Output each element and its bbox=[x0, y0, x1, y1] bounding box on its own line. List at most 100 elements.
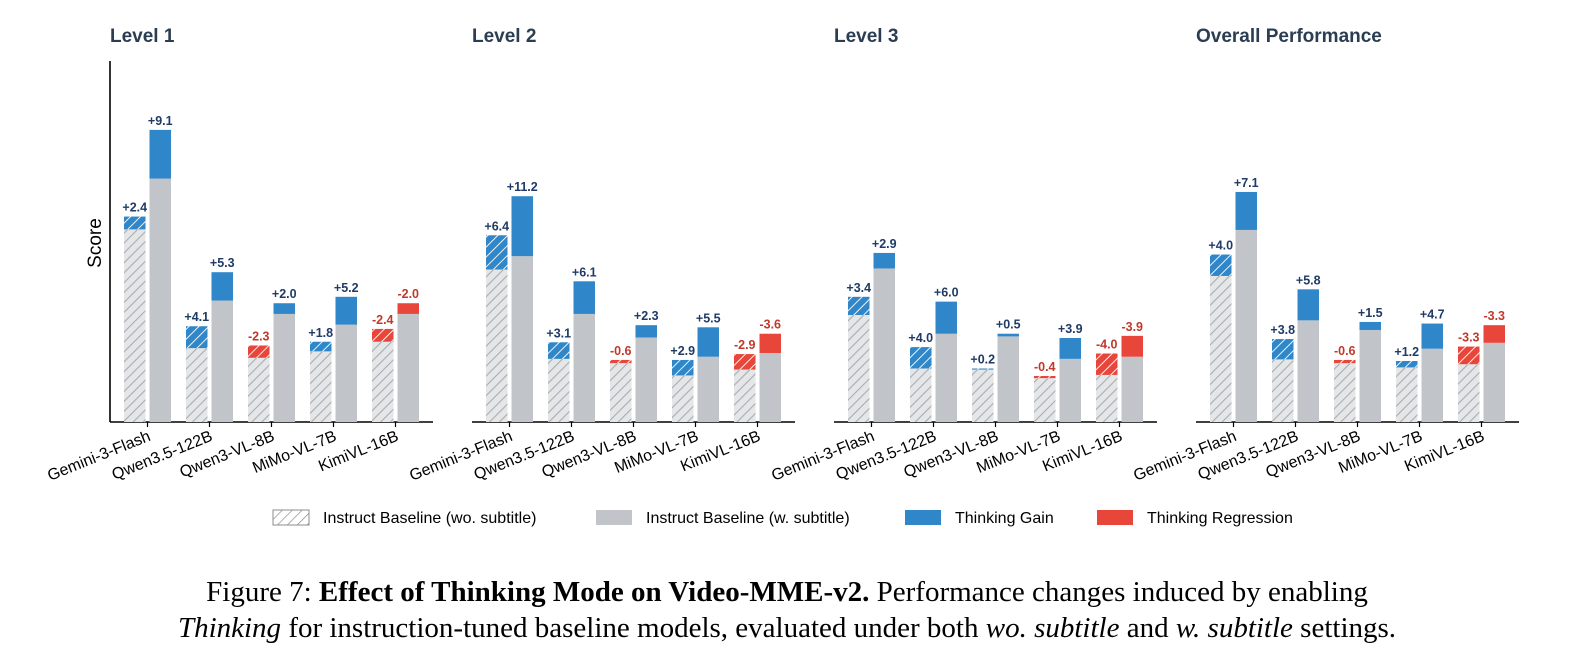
bar-gain-wo-qwen3-5-122b bbox=[910, 347, 932, 369]
bar-regression-wo-kimivl-16b bbox=[1458, 346, 1480, 365]
bar-gain-w-gemini-3-flash bbox=[511, 196, 533, 257]
caption-text-3: and bbox=[1119, 612, 1176, 644]
legend-swatch-baseline-wo bbox=[272, 509, 310, 526]
bar-baseline-wo-gemini-3-flash bbox=[1210, 275, 1232, 422]
bar-baseline-wo-gemini-3-flash bbox=[848, 315, 870, 422]
bar-regression-wo-kimivl-16b bbox=[1096, 353, 1118, 375]
bar-regression-wo-kimivl-16b bbox=[372, 328, 394, 342]
bar-baseline-wo-qwen3-5-122b bbox=[186, 348, 208, 422]
bar-baseline-w-mimo-vl-7b bbox=[1421, 348, 1443, 422]
bar-baseline-w-kimivl-16b bbox=[1483, 342, 1505, 422]
delta-label-w-mimo-vl-7b: +5.2 bbox=[334, 281, 359, 295]
bar-gain-w-gemini-3-flash bbox=[149, 129, 171, 179]
delta-label-wo-gemini-3-flash: +3.4 bbox=[846, 281, 871, 295]
bar-baseline-w-qwen3-vl-8b bbox=[997, 336, 1019, 422]
bar-gain-wo-mimo-vl-7b bbox=[1396, 361, 1418, 368]
delta-label-wo-gemini-3-flash: +4.0 bbox=[1208, 239, 1233, 253]
bar-baseline-wo-kimivl-16b bbox=[734, 369, 756, 422]
panel-title: Level 2 bbox=[472, 26, 536, 47]
delta-label-wo-kimivl-16b: -2.9 bbox=[734, 338, 756, 352]
bar-regression-wo-mimo-vl-7b bbox=[1034, 375, 1056, 379]
delta-label-w-gemini-3-flash: +7.1 bbox=[1234, 176, 1259, 190]
delta-label-wo-mimo-vl-7b: +1.8 bbox=[308, 326, 333, 340]
delta-label-wo-qwen3-vl-8b: -0.6 bbox=[610, 344, 632, 358]
bar-gain-w-qwen3-vl-8b bbox=[1359, 321, 1381, 330]
legend-label-gain: Thinking Gain bbox=[955, 510, 1054, 527]
bar-gain-w-mimo-vl-7b bbox=[1059, 338, 1081, 359]
panel-title: Overall Performance bbox=[1196, 26, 1382, 47]
bar-gain-w-qwen3-5-122b bbox=[573, 281, 595, 314]
delta-label-wo-qwen3-5-122b: +3.1 bbox=[546, 326, 571, 340]
legend-item-regression: Thinking Regression bbox=[1097, 510, 1293, 527]
delta-label-wo-gemini-3-flash: +6.4 bbox=[484, 219, 509, 233]
bar-baseline-wo-mimo-vl-7b bbox=[1034, 378, 1056, 422]
bar-baseline-w-gemini-3-flash bbox=[149, 178, 171, 422]
delta-label-wo-kimivl-16b: -3.3 bbox=[1458, 331, 1480, 345]
bar-baseline-w-qwen3-5-122b bbox=[573, 313, 595, 422]
bar-baseline-w-qwen3-vl-8b bbox=[273, 313, 295, 422]
delta-label-wo-mimo-vl-7b: +1.2 bbox=[1394, 345, 1419, 359]
delta-label-wo-gemini-3-flash: +2.4 bbox=[122, 201, 147, 215]
bar-baseline-wo-qwen3-5-122b bbox=[910, 368, 932, 422]
bar-baseline-wo-qwen3-5-122b bbox=[1272, 359, 1294, 422]
bar-baseline-w-qwen3-5-122b bbox=[211, 300, 233, 422]
bar-baseline-wo-qwen3-vl-8b bbox=[972, 369, 994, 422]
bar-gain-wo-gemini-3-flash bbox=[1210, 254, 1232, 276]
bar-gain-w-qwen3-5-122b bbox=[935, 301, 957, 334]
delta-label-w-kimivl-16b: -2.0 bbox=[397, 287, 419, 301]
delta-label-w-gemini-3-flash: +11.2 bbox=[507, 180, 538, 194]
delta-label-wo-qwen3-5-122b: +4.1 bbox=[184, 310, 209, 324]
bar-baseline-w-mimo-vl-7b bbox=[1059, 358, 1081, 422]
bar-baseline-w-gemini-3-flash bbox=[511, 256, 533, 422]
caption-prefix: Figure 7: bbox=[206, 576, 319, 608]
bar-baseline-wo-kimivl-16b bbox=[1458, 364, 1480, 422]
figure-caption: Figure 7: Effect of Thinking Mode on Vid… bbox=[0, 574, 1574, 646]
bar-baseline-w-kimivl-16b bbox=[759, 352, 781, 422]
chart: Level 1+2.4+9.1Gemini-3-Flash+4.1+5.3Qwe… bbox=[45, 26, 1519, 527]
delta-label-w-kimivl-16b: -3.9 bbox=[1121, 320, 1143, 334]
bar-baseline-wo-qwen3-vl-8b bbox=[248, 357, 270, 422]
caption-text-4: settings. bbox=[1292, 612, 1397, 644]
legend-item-baseline-wo: Instruct Baseline (wo. subtitle) bbox=[272, 509, 536, 527]
bar-gain-w-qwen3-vl-8b bbox=[635, 325, 657, 338]
legend-label-regression: Thinking Regression bbox=[1147, 510, 1293, 527]
legend-swatch-gain bbox=[905, 510, 941, 525]
bar-baseline-w-gemini-3-flash bbox=[1235, 229, 1257, 422]
bar-gain-w-qwen3-vl-8b bbox=[273, 303, 295, 314]
delta-label-wo-qwen3-5-122b: +3.8 bbox=[1270, 323, 1295, 337]
bar-baseline-w-kimivl-16b bbox=[1121, 356, 1143, 422]
delta-label-w-gemini-3-flash: +9.1 bbox=[148, 114, 173, 128]
delta-label-w-mimo-vl-7b: +5.5 bbox=[696, 311, 721, 325]
caption-bold: Effect of Thinking Mode on Video-MME-v2. bbox=[318, 576, 870, 608]
delta-label-w-mimo-vl-7b: +3.9 bbox=[1058, 322, 1083, 336]
bar-regression-w-kimivl-16b bbox=[397, 303, 419, 314]
bar-baseline-wo-gemini-3-flash bbox=[486, 269, 508, 422]
delta-label-w-kimivl-16b: -3.6 bbox=[759, 318, 781, 332]
delta-label-w-gemini-3-flash: +2.9 bbox=[872, 237, 897, 251]
delta-label-wo-qwen3-vl-8b: -0.6 bbox=[1334, 344, 1356, 358]
bar-regression-w-kimivl-16b bbox=[1121, 335, 1143, 357]
panel-title: Level 3 bbox=[834, 26, 898, 47]
bar-baseline-w-kimivl-16b bbox=[397, 313, 419, 422]
panel-level-2: Level 2+6.4+11.2Gemini-3-Flash+3.1+6.1Qw… bbox=[407, 26, 795, 485]
bar-gain-w-qwen3-vl-8b bbox=[997, 333, 1019, 337]
bar-baseline-w-qwen3-vl-8b bbox=[635, 337, 657, 422]
bar-gain-wo-qwen3-vl-8b bbox=[972, 368, 994, 370]
delta-label-wo-kimivl-16b: -4.0 bbox=[1096, 338, 1118, 352]
bar-gain-wo-mimo-vl-7b bbox=[672, 359, 694, 376]
delta-label-w-qwen3-5-122b: +6.0 bbox=[934, 286, 959, 300]
delta-label-wo-qwen3-vl-8b: -2.3 bbox=[248, 329, 270, 343]
bar-baseline-w-mimo-vl-7b bbox=[697, 356, 719, 422]
bar-gain-w-mimo-vl-7b bbox=[697, 327, 719, 357]
panel-level-3: Level 3+3.4+2.9Gemini-3-Flash+4.0+6.0Qwe… bbox=[769, 26, 1157, 485]
bar-baseline-wo-mimo-vl-7b bbox=[672, 375, 694, 422]
caption-italic-1: Thinking bbox=[177, 612, 282, 644]
bar-baseline-wo-mimo-vl-7b bbox=[310, 351, 332, 422]
bar-baseline-wo-kimivl-16b bbox=[1096, 374, 1118, 422]
delta-label-wo-qwen3-vl-8b: +0.2 bbox=[970, 353, 995, 367]
bar-regression-w-kimivl-16b bbox=[759, 333, 781, 353]
bar-gain-w-gemini-3-flash bbox=[1235, 191, 1257, 230]
bar-gain-wo-gemini-3-flash bbox=[848, 296, 870, 315]
delta-label-w-qwen3-vl-8b: +2.0 bbox=[272, 287, 297, 301]
bar-gain-wo-mimo-vl-7b bbox=[310, 341, 332, 352]
